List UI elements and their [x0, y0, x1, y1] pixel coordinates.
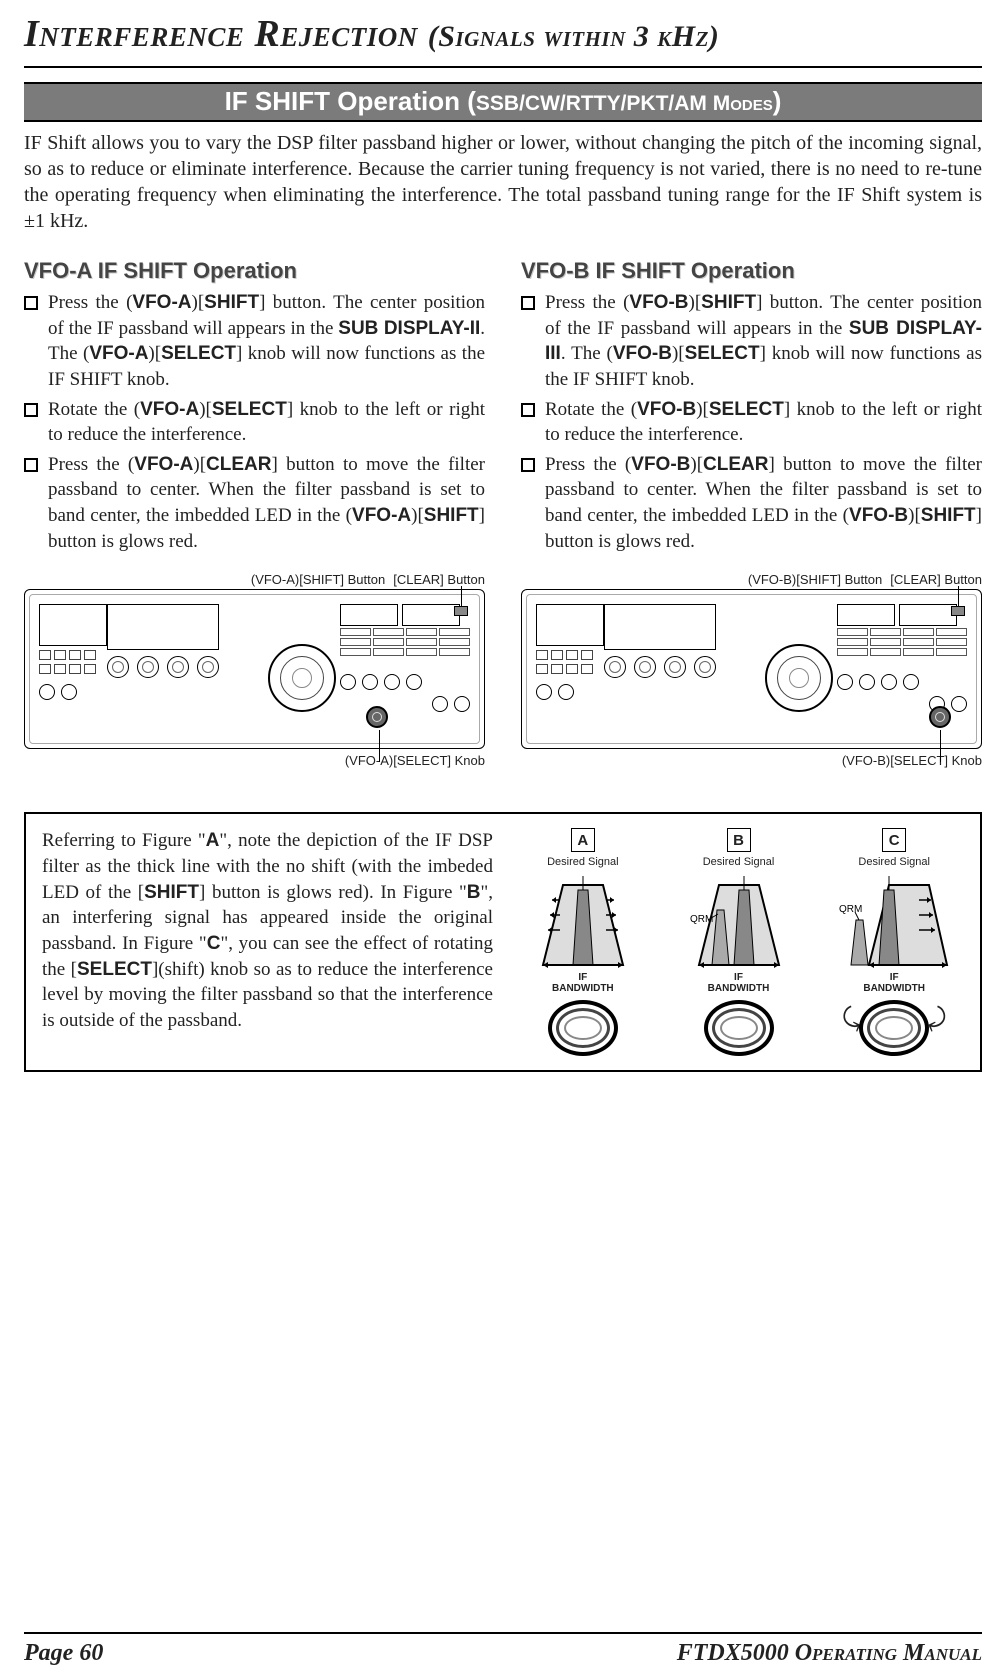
vfo-b-shift-callout: (VFO-B)[SHIFT] Button: [748, 572, 882, 587]
figure-a: A Desired Signal: [513, 828, 653, 1056]
vfo-a-heading: VFO-A IF SHIFT Operation: [24, 258, 485, 284]
vfo-a-select-callout: (VFO-A)[SELECT] Knob: [24, 753, 485, 768]
knob-icon: [137, 656, 159, 678]
desired-signal-label: Desired Signal: [858, 856, 930, 868]
checkbox-icon: [521, 296, 535, 310]
desired-signal-label: Desired Signal: [703, 856, 775, 868]
shift-button-highlight: [951, 606, 965, 616]
page-footer: Page 60 FTDX5000 Operating Manual: [24, 1632, 982, 1667]
figure-b-label: B: [727, 828, 751, 852]
banner-main: IF SHIFT Operation: [225, 86, 460, 116]
page-title: Interference Rejection (Signals within 3…: [24, 12, 982, 56]
vfo-b-steps: Press the (VFO-B)[SHIFT] button. The cen…: [521, 290, 982, 554]
knob-icon: [664, 656, 686, 678]
radio-panel-a: [24, 589, 485, 749]
checkbox-icon: [521, 403, 535, 417]
figure-a-label: A: [571, 828, 595, 852]
radio-panel-b: [521, 589, 982, 749]
vfo-a-step-3: Press the (VFO-A)[CLEAR] button to move …: [24, 452, 485, 555]
title-main: Interference Rejection: [24, 13, 418, 55]
dial-b-icon: [704, 1000, 774, 1056]
figure-diagrams: A Desired Signal: [513, 828, 964, 1056]
knob-icon: [107, 656, 129, 678]
passband-a-icon: [528, 870, 638, 970]
tuning-knob-icon: [765, 644, 833, 712]
passband-b-icon: QRM: [684, 870, 794, 970]
svg-text:QRM: QRM: [839, 904, 862, 915]
figure-c: C Desired Signal QRM: [824, 828, 964, 1056]
figure-box: Referring to Figure "A", note the depict…: [24, 812, 982, 1072]
desired-signal-label: Desired Signal: [547, 856, 619, 868]
knob-icon: [197, 656, 219, 678]
vfo-a-steps: Press the (VFO-A)[SHIFT] button. The cen…: [24, 290, 485, 554]
dial-c-icon: ⤹ ⤹: [859, 1000, 929, 1056]
checkbox-icon: [521, 458, 535, 472]
section-banner: IF SHIFT Operation (SSB/CW/RTTY/PKT/AM M…: [24, 82, 982, 122]
figure-text: Referring to Figure "A", note the depict…: [42, 828, 493, 1056]
figure-b: B Desired Signal QRM IFBANDWIDTH: [669, 828, 809, 1056]
title-sub: (Signals within 3 kHz): [428, 20, 720, 53]
vfo-b-heading: VFO-B IF SHIFT Operation: [521, 258, 982, 284]
knob-icon: [694, 656, 716, 678]
checkbox-icon: [24, 458, 38, 472]
vfo-a-diagram: (VFO-A)[SHIFT] Button [CLEAR] Button: [24, 572, 485, 768]
figure-c-label: C: [882, 828, 906, 852]
intro-paragraph: IF Shift allows you to vary the DSP filt…: [24, 130, 982, 234]
vfo-b-column: VFO-B IF SHIFT Operation Press the (VFO-…: [521, 258, 982, 768]
vfo-a-clear-callout: [CLEAR] Button: [393, 572, 485, 587]
vfo-b-select-callout: (VFO-B)[SELECT] Knob: [521, 753, 982, 768]
passband-c-icon: QRM: [839, 870, 949, 970]
vfo-a-column: VFO-A IF SHIFT Operation Press the (VFO-…: [24, 258, 485, 768]
checkbox-icon: [24, 403, 38, 417]
vfo-b-step-1: Press the (VFO-B)[SHIFT] button. The cen…: [521, 290, 982, 393]
dial-a-icon: [548, 1000, 618, 1056]
title-rule: [24, 66, 982, 68]
vfo-a-step-1: Press the (VFO-A)[SHIFT] button. The cen…: [24, 290, 485, 393]
checkbox-icon: [24, 296, 38, 310]
knob-icon: [167, 656, 189, 678]
svg-text:QRM: QRM: [690, 914, 713, 925]
shift-button-highlight: [454, 606, 468, 616]
knob-icon: [604, 656, 626, 678]
banner-sub: SSB/CW/RTTY/PKT/AM Modes: [476, 92, 773, 115]
rotate-right-icon: ⤹: [925, 1003, 950, 1037]
vfo-b-step-2: Rotate the (VFO-B)[SELECT] knob to the l…: [521, 397, 982, 448]
vfo-a-step-2: Rotate the (VFO-A)[SELECT] knob to the l…: [24, 397, 485, 448]
knob-icon: [634, 656, 656, 678]
vfo-b-diagram: (VFO-B)[SHIFT] Button [CLEAR] Button: [521, 572, 982, 768]
vfo-a-shift-callout: (VFO-A)[SHIFT] Button: [251, 572, 385, 587]
vfo-b-step-3: Press the (VFO-B)[CLEAR] button to move …: [521, 452, 982, 555]
manual-title: FTDX5000 Operating Manual: [677, 1640, 982, 1667]
tuning-knob-icon: [268, 644, 336, 712]
vfo-b-clear-callout: [CLEAR] Button: [890, 572, 982, 587]
page-number: Page 60: [24, 1640, 103, 1667]
